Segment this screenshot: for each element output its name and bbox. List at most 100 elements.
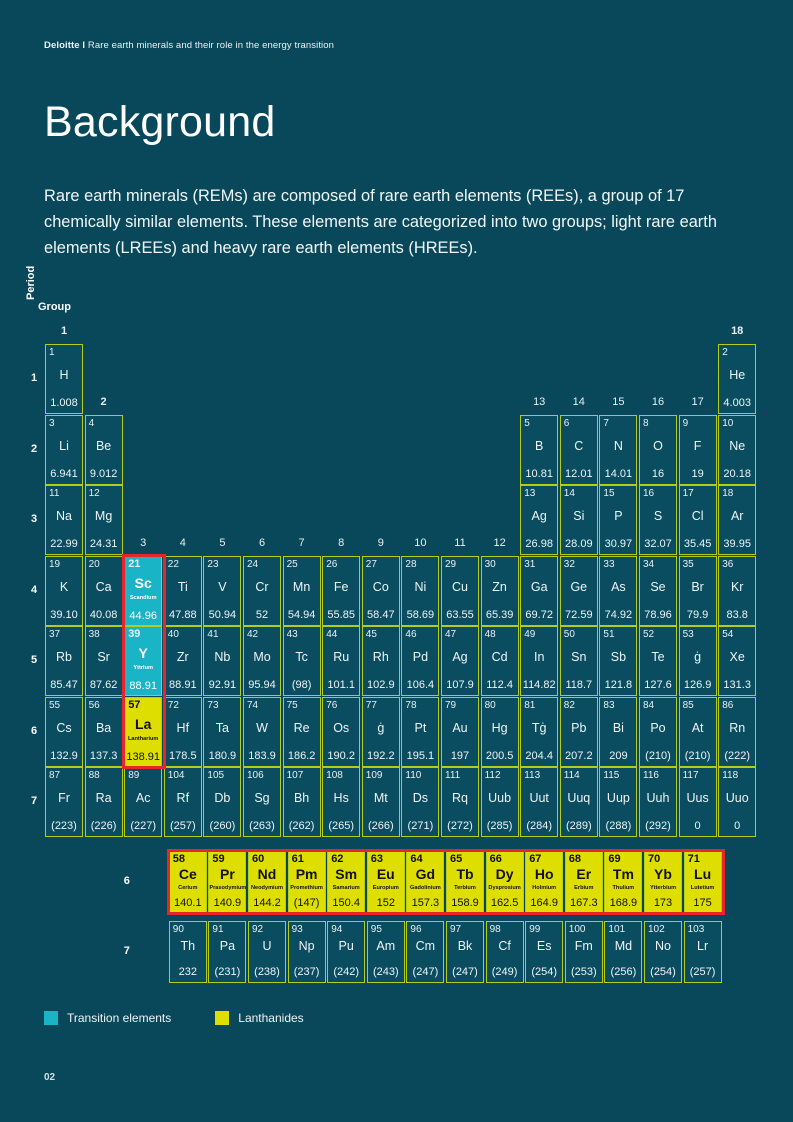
- element-cell-Bh[interactable]: 107 Bh (262): [282, 767, 321, 837]
- element-cell-Rb[interactable]: 37 Rb 85.47: [45, 626, 83, 696]
- element-cell-Uus[interactable]: 117 Uus 0: [678, 767, 717, 837]
- element-cell-Uuq[interactable]: 114 Uuq (289): [559, 767, 598, 837]
- element-cell-Ag[interactable]: 13 Ag 26.98: [520, 485, 559, 555]
- lanthanide-cell-Pr[interactable]: 59 Pr Prasodymium 140.9: [208, 851, 247, 913]
- actinide-cell-Np[interactable]: 93 Np (237): [287, 921, 326, 983]
- element-cell-Re[interactable]: 75 Re 186.2: [282, 696, 321, 767]
- lanthanide-cell-Gd[interactable]: 64 Gd Gadolinium 157.3: [406, 851, 445, 913]
- element-cell-O[interactable]: 8 O 16: [639, 414, 677, 485]
- element-cell-Au[interactable]: 79 Au 197: [441, 696, 479, 767]
- element-cell-Ba[interactable]: 56 Ba 137.3: [84, 696, 123, 767]
- element-cell-Uuo[interactable]: 118 Uuo 0: [718, 767, 757, 837]
- lanthanide-cell-Er[interactable]: 68 Er Erbium 167.3: [564, 851, 603, 913]
- element-cell-Uut[interactable]: 113 Uut (284): [520, 767, 559, 837]
- actinide-cell-Es[interactable]: 99 Es (254): [525, 921, 564, 983]
- actinide-cell-Pu[interactable]: 94 Pu (242): [327, 921, 366, 983]
- element-cell-Mn[interactable]: 25 Mn 54.94: [282, 555, 321, 626]
- element-cell-ġ[interactable]: 53 ġ 126.9: [678, 626, 717, 696]
- element-cell-Sg[interactable]: 106 Sg (263): [243, 767, 281, 837]
- element-cell-Cu[interactable]: 29 Cu 63.55: [441, 555, 479, 626]
- actinide-cell-Pa[interactable]: 91 Pa (231): [208, 921, 247, 983]
- actinide-cell-Am[interactable]: 95 Am (243): [366, 921, 405, 983]
- element-cell-He[interactable]: 2 He 4.003: [718, 344, 757, 414]
- element-cell-Ge[interactable]: 32 Ge 72.59: [559, 555, 598, 626]
- element-cell-V[interactable]: 23 V 50.94: [203, 555, 242, 626]
- lanthanide-cell-Pm[interactable]: 61 Pm Promethium (147): [287, 851, 326, 913]
- lanthanide-cell-Tb[interactable]: 65 Tb Terbium 158.9: [446, 851, 484, 913]
- element-cell-S[interactable]: 16 S 32.07: [639, 485, 677, 555]
- element-cell-Mt[interactable]: 109 Mt (266): [361, 767, 400, 837]
- element-cell-P[interactable]: 15 P 30.97: [599, 485, 638, 555]
- element-cell-Mg[interactable]: 12 Mg 24.31: [84, 485, 123, 555]
- element-cell-Rh[interactable]: 45 Rh 102.9: [361, 626, 400, 696]
- element-cell-Ne[interactable]: 10 Ne 20.18: [718, 414, 757, 485]
- element-cell-Pt[interactable]: 78 Pt 195.1: [401, 696, 440, 767]
- element-cell-Xe[interactable]: 54 Xe 131.3: [718, 626, 757, 696]
- element-cell-Fr[interactable]: 87 Fr (223): [45, 767, 83, 837]
- element-cell-Mo[interactable]: 42 Mo 95.94: [243, 626, 281, 696]
- element-cell-Na[interactable]: 11 Na 22.99: [45, 485, 83, 555]
- actinide-cell-Fm[interactable]: 100 Fm (253): [564, 921, 603, 983]
- element-cell-Ag[interactable]: 47 Ag 107.9: [441, 626, 479, 696]
- element-cell-Pd[interactable]: 46 Pd 106.4: [401, 626, 440, 696]
- element-cell-Uup[interactable]: 115 Uup (288): [599, 767, 638, 837]
- element-cell-Be[interactable]: 4 Be 9.012: [84, 414, 123, 485]
- element-cell-Uub[interactable]: 112 Uub (285): [480, 767, 519, 837]
- element-cell-Kr[interactable]: 36 Kr 83.8: [718, 555, 757, 626]
- element-cell-Tġ[interactable]: 81 Tġ 204.4: [520, 696, 559, 767]
- element-cell-Sn[interactable]: 50 Sn 118.7: [559, 626, 598, 696]
- element-cell-Zr[interactable]: 40 Zr 88.91: [163, 626, 202, 696]
- element-cell-Db[interactable]: 105 Db (260): [203, 767, 242, 837]
- actinide-cell-Md[interactable]: 101 Md (256): [604, 921, 643, 983]
- element-cell-H[interactable]: 1 H 1.008: [45, 344, 83, 414]
- element-cell-B[interactable]: 5 B 10.81: [520, 414, 559, 485]
- element-cell-Os[interactable]: 76 Os 190.2: [322, 696, 361, 767]
- element-cell-Cr[interactable]: 24 Cr 52: [243, 555, 281, 626]
- element-cell-Sr[interactable]: 38 Sr 87.62: [84, 626, 123, 696]
- element-cell-Uuh[interactable]: 116 Uuh (292): [639, 767, 677, 837]
- actinide-cell-Bk[interactable]: 97 Bk (247): [446, 921, 484, 983]
- element-cell-N[interactable]: 7 N 14.01: [599, 414, 638, 485]
- element-cell-Nb[interactable]: 41 Nb 92.91: [203, 626, 242, 696]
- element-cell-C[interactable]: 6 C 12.01: [559, 414, 598, 485]
- actinide-cell-No[interactable]: 102 No (254): [644, 921, 682, 983]
- element-cell-At[interactable]: 85 At (210): [678, 696, 717, 767]
- element-cell-Si[interactable]: 14 Si 28.09: [559, 485, 598, 555]
- element-cell-Ds[interactable]: 110 Ds (271): [401, 767, 440, 837]
- element-cell-Po[interactable]: 84 Po (210): [639, 696, 677, 767]
- lanthanide-cell-Lu[interactable]: 71 Lu Lutetium 175: [683, 851, 722, 913]
- element-cell-Rn[interactable]: 86 Rn (222): [718, 696, 757, 767]
- element-cell-Tc[interactable]: 43 Tc (98): [282, 626, 321, 696]
- element-cell-In[interactable]: 49 In 114.82: [520, 626, 559, 696]
- lanthanide-cell-Sm[interactable]: 62 Sm Samarium 150.4: [327, 851, 366, 913]
- element-cell-Bi[interactable]: 83 Bi 209: [599, 696, 638, 767]
- element-cell-Ta[interactable]: 73 Ta 180.9: [203, 696, 242, 767]
- element-cell-Ru[interactable]: 44 Ru 101.1: [322, 626, 361, 696]
- lanthanide-cell-Nd[interactable]: 60 Nd Neodymium 144.2: [248, 851, 286, 913]
- lanthanide-cell-Eu[interactable]: 63 Eu Europium 152: [366, 851, 405, 913]
- element-cell-Hg[interactable]: 80 Hg 200.5: [480, 696, 519, 767]
- element-cell-Ga[interactable]: 31 Ga 69.72: [520, 555, 559, 626]
- lanthanide-cell-Yb[interactable]: 70 Yb Ytterbium 173: [644, 851, 682, 913]
- element-cell-Y[interactable]: 39 Y Yttrium 88.91: [124, 626, 163, 696]
- element-cell-Pb[interactable]: 82 Pb 207.2: [559, 696, 598, 767]
- element-cell-Ra[interactable]: 88 Ra (226): [84, 767, 123, 837]
- element-cell-As[interactable]: 33 As 74.92: [599, 555, 638, 626]
- element-cell-Li[interactable]: 3 Li 6.941: [45, 414, 83, 485]
- element-cell-Ni[interactable]: 28 Ni 58.69: [401, 555, 440, 626]
- lanthanide-cell-Dy[interactable]: 66 Dy Dysprosium 162.5: [485, 851, 524, 913]
- element-cell-Cs[interactable]: 55 Cs 132.9: [45, 696, 83, 767]
- element-cell-K[interactable]: 19 K 39.10: [45, 555, 83, 626]
- element-cell-Zn[interactable]: 30 Zn 65.39: [480, 555, 519, 626]
- element-cell-Hf[interactable]: 72 Hf 178.5: [163, 696, 202, 767]
- actinide-cell-U[interactable]: 92 U (238): [248, 921, 286, 983]
- element-cell-ġ[interactable]: 77 ġ 192.2: [361, 696, 400, 767]
- element-cell-Hs[interactable]: 108 Hs (265): [322, 767, 361, 837]
- element-cell-Br[interactable]: 35 Br 79.9: [678, 555, 717, 626]
- element-cell-Cl[interactable]: 17 Cl 35.45: [678, 485, 717, 555]
- actinide-cell-Th[interactable]: 90 Th 232: [168, 921, 207, 983]
- element-cell-Cd[interactable]: 48 Cd 112.4: [480, 626, 519, 696]
- element-cell-Se[interactable]: 34 Se 78.96: [639, 555, 677, 626]
- lanthanide-cell-Ce[interactable]: 58 Ce Cerium 140.1: [168, 851, 207, 913]
- actinide-cell-Lr[interactable]: 103 Lr (257): [683, 921, 722, 983]
